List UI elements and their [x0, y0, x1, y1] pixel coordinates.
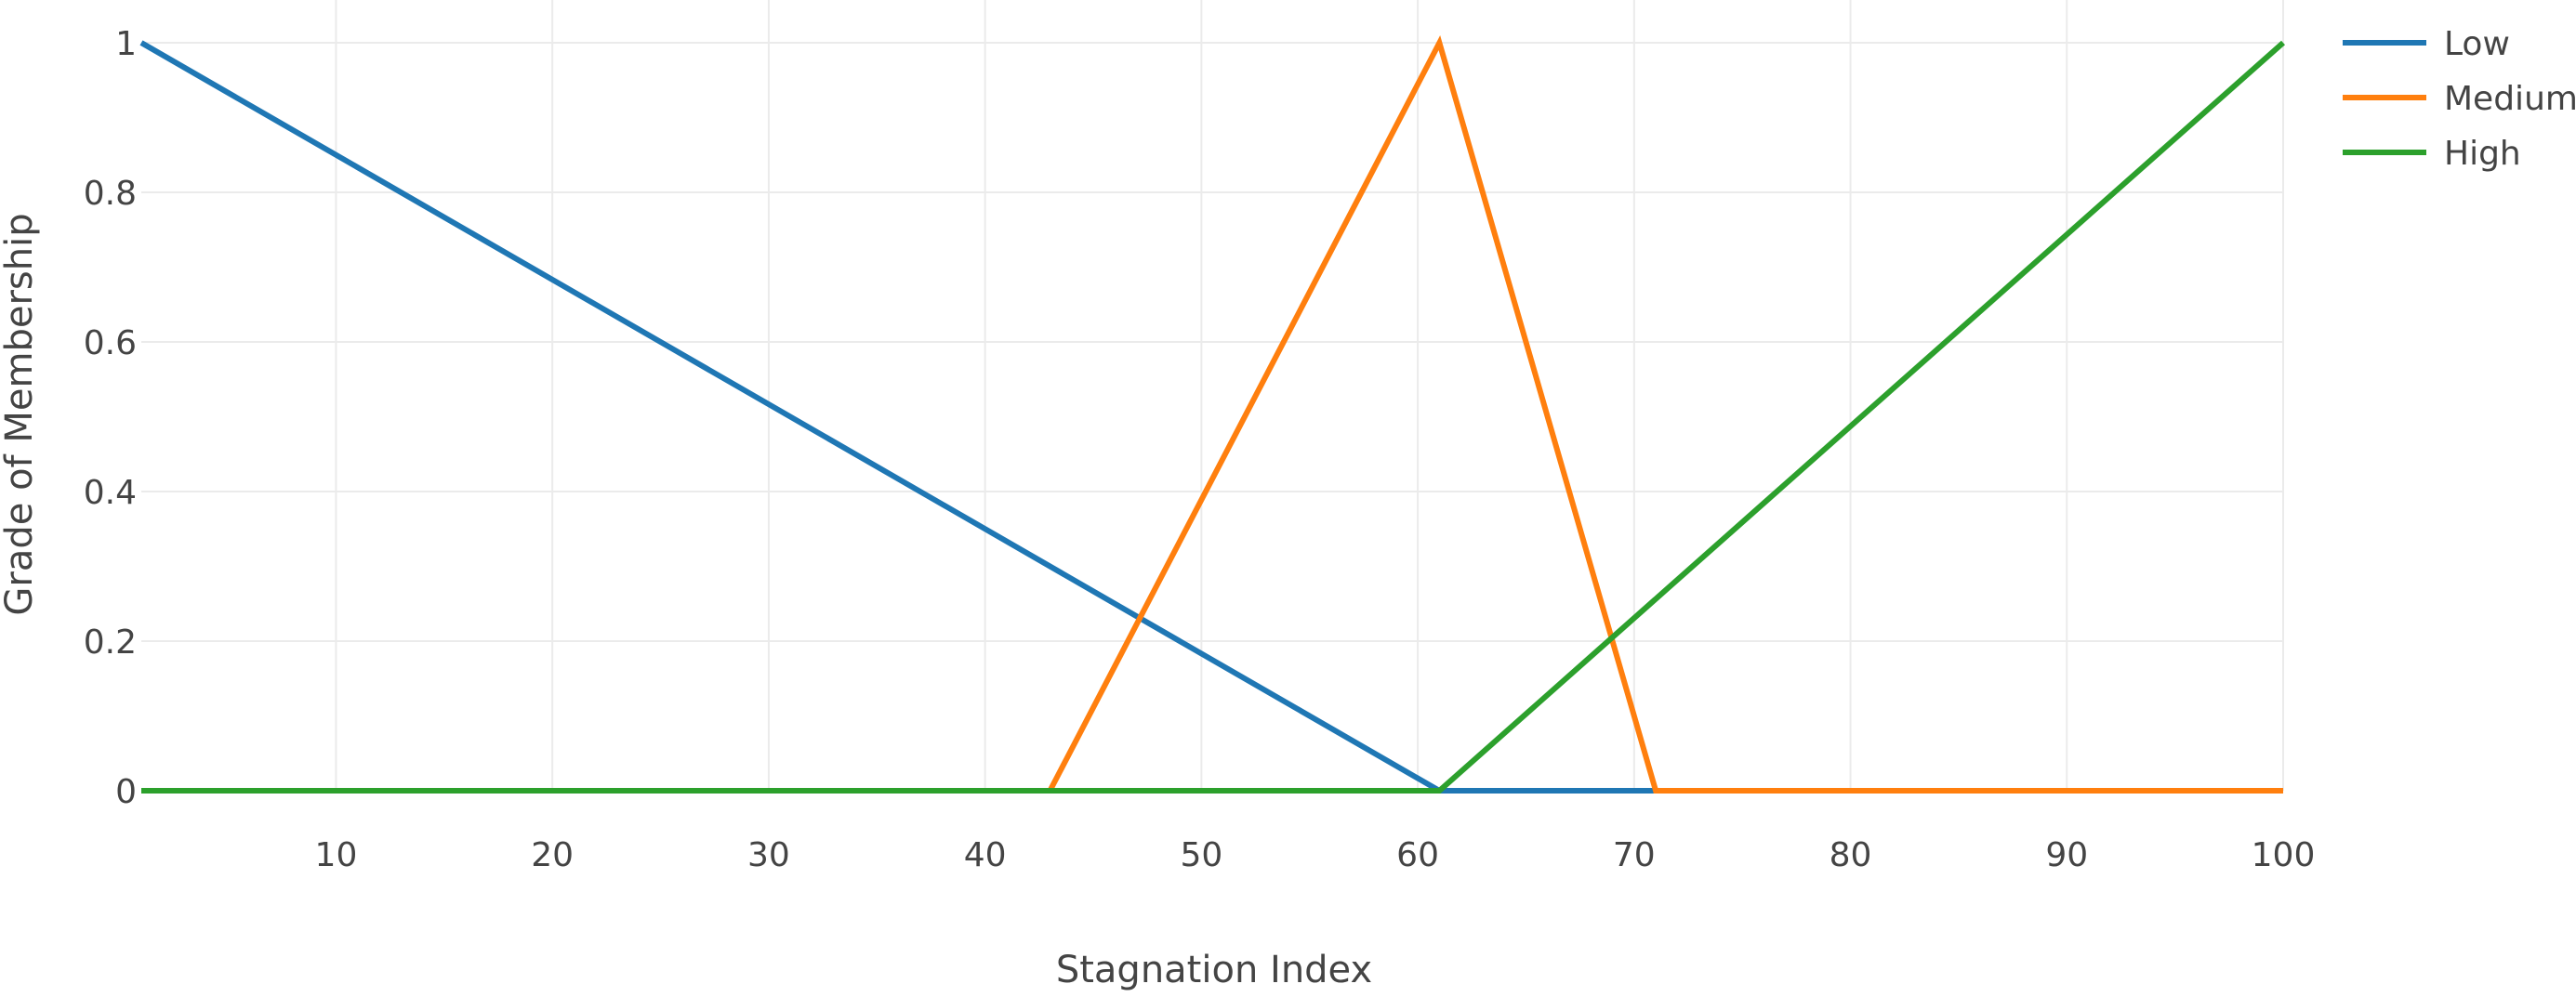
x-tick-label: 90: [2045, 836, 2088, 874]
legend-label: Medium: [2444, 80, 2576, 118]
series-line-low: [139, 40, 1657, 794]
y-tick-label: 1: [115, 25, 137, 63]
legend[interactable]: Low Medium High: [2343, 25, 2576, 173]
x-tick-label: 40: [964, 836, 1007, 874]
y-axis-title: Grade of Membership: [0, 213, 41, 615]
legend-item-medium[interactable]: Medium: [2343, 80, 2576, 118]
x-tick-label: 30: [747, 836, 790, 874]
series-lines: [139, 34, 2285, 794]
y-tick-label: 0.2: [84, 623, 137, 662]
legend-label: High: [2444, 135, 2521, 173]
series-line-medium: [1047, 34, 2283, 794]
x-tick-label: 50: [1180, 836, 1222, 874]
y-axis-ticks: 0 0.2 0.4 0.6 0.8 1: [84, 25, 137, 811]
legend-item-low[interactable]: Low: [2343, 25, 2510, 63]
x-tick-label: 10: [315, 836, 358, 874]
y-tick-label: 0: [115, 773, 137, 811]
x-axis-title: Stagnation Index: [1056, 949, 1372, 991]
x-tick-label: 60: [1396, 836, 1439, 874]
x-tick-label: 70: [1613, 836, 1656, 874]
grid: [141, 0, 2284, 791]
legend-label: Low: [2444, 25, 2510, 63]
x-tick-label: 80: [1830, 836, 1872, 874]
x-tick-label: 20: [531, 836, 574, 874]
x-axis-ticks: 10 20 30 40 50 60 70 80 90 100: [315, 836, 2316, 874]
x-tick-label: 100: [2252, 836, 2316, 874]
y-tick-label: 0.4: [84, 474, 137, 512]
y-tick-label: 0.6: [84, 324, 137, 362]
legend-item-high[interactable]: High: [2343, 135, 2521, 173]
y-tick-label: 0.8: [84, 175, 137, 213]
series-line-high: [141, 40, 2285, 794]
